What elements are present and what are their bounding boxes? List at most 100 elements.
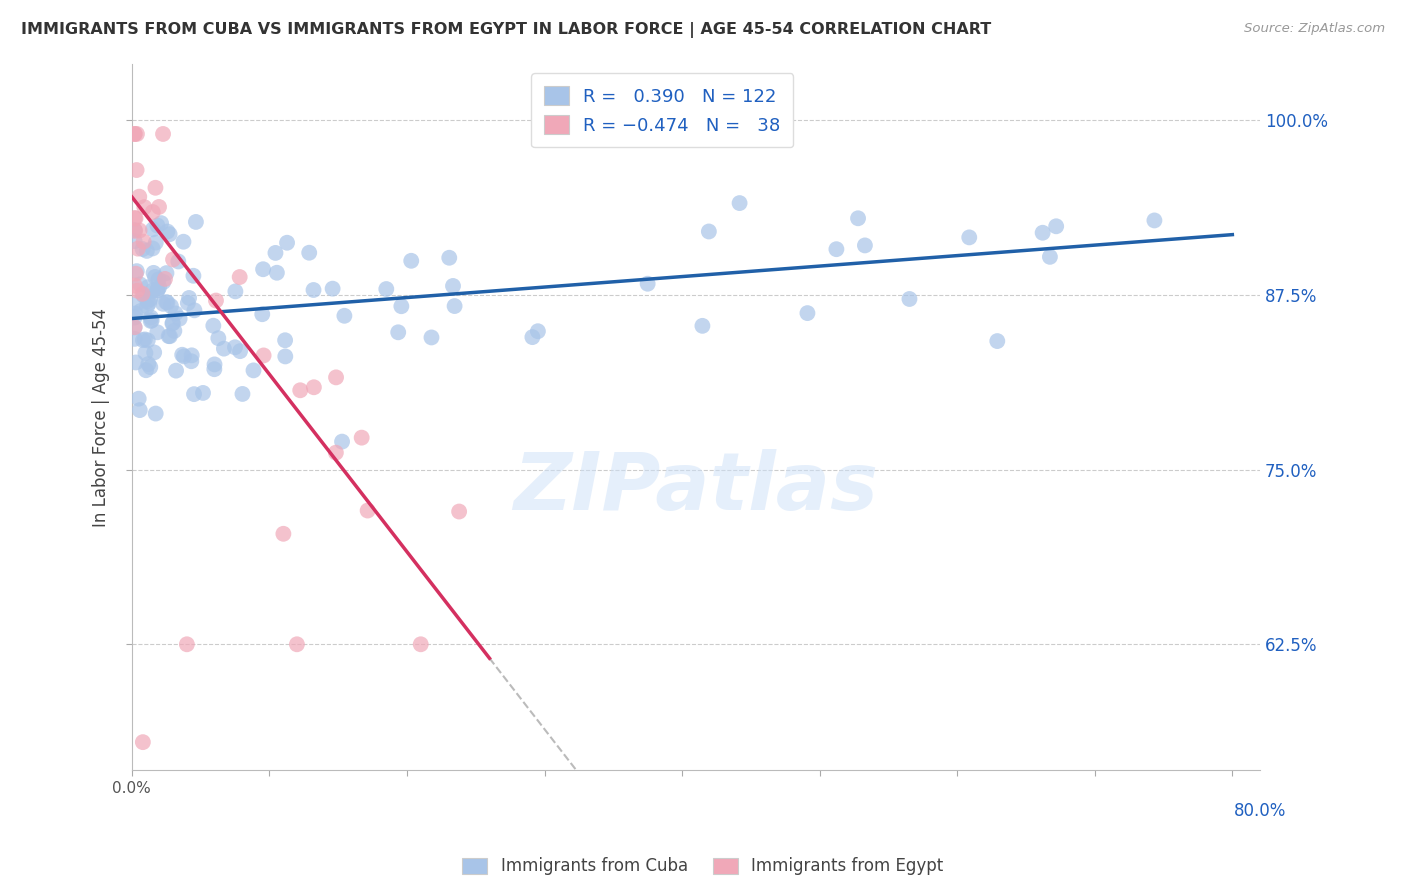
- Point: [420, 330, 443, 344]
- Point: [136, 280, 159, 294]
- Point: [163, 324, 186, 338]
- Point: [135, 244, 157, 258]
- Point: [957, 230, 980, 244]
- Point: [204, 358, 226, 372]
- Point: [124, 211, 146, 225]
- Point: [375, 282, 398, 296]
- Point: [322, 282, 344, 296]
- Point: [172, 348, 194, 362]
- Text: IMMIGRANTS FROM CUBA VS IMMIGRANTS FROM EGYPT IN LABOR FORCE | AGE 45-54 CORRELA: IMMIGRANTS FROM CUBA VS IMMIGRANTS FROM …: [21, 22, 991, 38]
- Point: [183, 268, 205, 283]
- Point: [152, 127, 174, 141]
- Point: [146, 283, 169, 297]
- Point: [139, 314, 162, 328]
- Point: [350, 431, 373, 445]
- Point: [846, 211, 869, 226]
- Point: [333, 309, 356, 323]
- Point: [162, 252, 184, 267]
- Point: [152, 275, 174, 289]
- Point: [443, 299, 465, 313]
- Point: [125, 127, 148, 141]
- Point: [124, 224, 146, 238]
- Point: [124, 306, 146, 320]
- Point: [146, 219, 169, 233]
- Point: [156, 225, 179, 239]
- Legend: Immigrants from Cuba, Immigrants from Egypt: Immigrants from Cuba, Immigrants from Eg…: [456, 851, 950, 882]
- Point: [134, 346, 156, 360]
- Point: [264, 246, 287, 260]
- Point: [202, 318, 225, 333]
- Point: [527, 324, 550, 338]
- Point: [132, 333, 155, 347]
- Point: [330, 434, 353, 449]
- Point: [325, 370, 347, 384]
- Point: [176, 637, 198, 651]
- Point: [142, 284, 165, 298]
- Point: [853, 238, 876, 252]
- Point: [177, 296, 200, 310]
- Point: [212, 342, 235, 356]
- Point: [124, 211, 146, 226]
- Point: [228, 270, 250, 285]
- Point: [127, 296, 149, 310]
- Point: [728, 196, 751, 211]
- Point: [125, 355, 148, 369]
- Point: [129, 277, 152, 292]
- Point: [155, 295, 177, 310]
- Point: [125, 267, 148, 281]
- Point: [172, 235, 194, 249]
- Point: [162, 317, 184, 331]
- Point: [160, 299, 183, 313]
- Text: Source: ZipAtlas.com: Source: ZipAtlas.com: [1244, 22, 1385, 36]
- Point: [1045, 219, 1067, 234]
- Point: [697, 225, 720, 239]
- Point: [155, 266, 177, 280]
- Point: [124, 320, 146, 334]
- Y-axis label: In Labor Force | Age 45-54: In Labor Force | Age 45-54: [93, 308, 110, 526]
- Point: [173, 350, 195, 364]
- Point: [177, 291, 200, 305]
- Point: [150, 216, 173, 230]
- Point: [128, 189, 150, 203]
- Point: [224, 285, 246, 299]
- Point: [441, 279, 464, 293]
- Point: [124, 332, 146, 346]
- Point: [132, 735, 155, 749]
- Point: [132, 235, 155, 249]
- Point: [302, 283, 325, 297]
- Point: [127, 242, 149, 256]
- Point: [124, 320, 146, 334]
- Point: [165, 306, 187, 320]
- Point: [229, 344, 252, 359]
- Point: [124, 127, 146, 141]
- Point: [141, 313, 163, 327]
- Legend: R =   0.390   N = 122, R = −0.474   N =   38: R = 0.390 N = 122, R = −0.474 N = 38: [531, 73, 793, 147]
- Point: [637, 277, 659, 291]
- Point: [125, 264, 148, 278]
- Point: [152, 297, 174, 311]
- Point: [156, 295, 179, 310]
- Point: [146, 283, 169, 297]
- Point: [274, 350, 297, 364]
- Point: [252, 307, 274, 321]
- Point: [522, 330, 544, 344]
- Point: [183, 387, 205, 401]
- Point: [139, 360, 162, 375]
- Point: [153, 272, 176, 286]
- Point: [142, 266, 165, 280]
- Point: [302, 380, 325, 394]
- Point: [134, 200, 156, 214]
- Point: [135, 363, 157, 377]
- Point: [986, 334, 1008, 348]
- Point: [205, 293, 228, 308]
- Text: 80.0%: 80.0%: [1233, 802, 1286, 820]
- Point: [157, 329, 180, 343]
- Point: [148, 272, 170, 286]
- Point: [231, 387, 253, 401]
- Point: [128, 403, 150, 417]
- Point: [139, 310, 162, 325]
- Point: [128, 392, 150, 406]
- Point: [145, 181, 167, 195]
- Point: [356, 503, 378, 517]
- Point: [389, 299, 412, 313]
